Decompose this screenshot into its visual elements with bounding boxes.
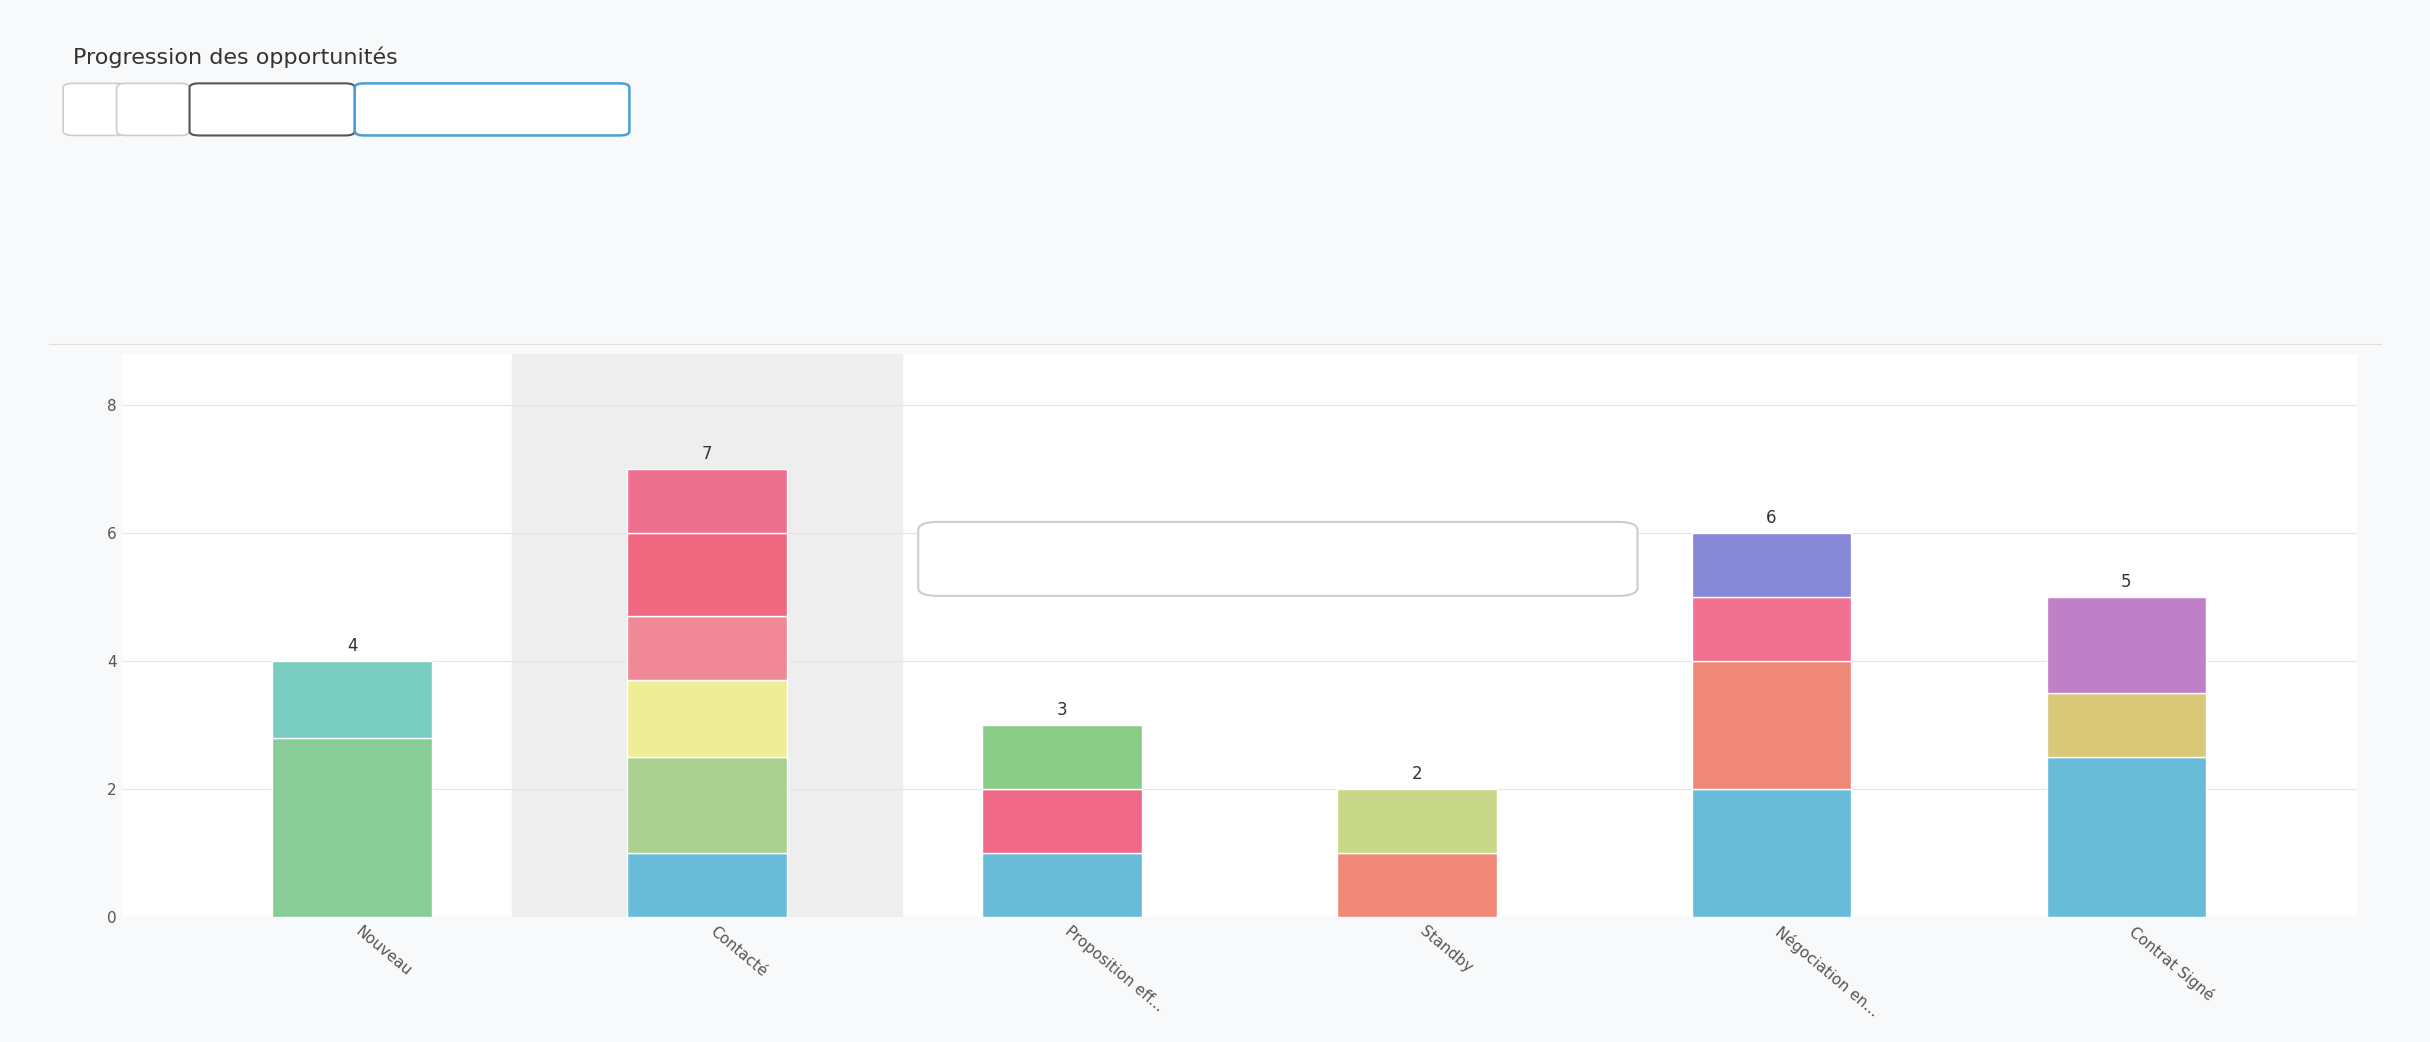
Bar xyxy=(513,354,902,917)
Bar xyxy=(1691,662,1852,789)
Text: 4: 4 xyxy=(347,637,357,654)
Bar xyxy=(2046,693,2206,758)
Bar xyxy=(627,469,787,534)
Text: 123: 123 xyxy=(141,102,165,117)
Bar xyxy=(1691,597,1852,662)
Bar xyxy=(627,680,787,758)
Bar xyxy=(627,534,787,617)
Bar xyxy=(2046,758,2206,917)
Text: Progression des opportunités: Progression des opportunités xyxy=(73,47,399,69)
Bar xyxy=(2046,597,2206,693)
Bar xyxy=(982,853,1142,917)
Text: 5: 5 xyxy=(2121,573,2131,591)
Text: 6: 6 xyxy=(1767,508,1776,527)
Bar xyxy=(272,662,433,738)
Bar xyxy=(1691,789,1852,917)
Bar xyxy=(627,853,787,917)
Text: 12 mois  ∨: 12 mois ∨ xyxy=(236,102,309,117)
Text: Propriétaire : Tous  ∨: Propriétaire : Tous ∨ xyxy=(420,102,564,117)
Bar xyxy=(1691,534,1852,597)
Bar xyxy=(1336,789,1497,853)
Text: €: € xyxy=(90,102,100,117)
Text: 1 affaires conclues (14 999 €): 1 affaires conclues (14 999 €) xyxy=(1254,551,1519,567)
Text: 3: 3 xyxy=(1057,700,1067,719)
Bar xyxy=(627,758,787,853)
Bar xyxy=(1336,853,1497,917)
Text: Stephane Couleaud:: Stephane Couleaud: xyxy=(1023,551,1196,567)
Text: 2: 2 xyxy=(1412,765,1422,783)
Bar xyxy=(982,725,1142,789)
Bar xyxy=(982,789,1142,853)
Bar xyxy=(627,617,787,680)
Bar xyxy=(272,738,433,917)
Text: 7: 7 xyxy=(702,445,712,463)
